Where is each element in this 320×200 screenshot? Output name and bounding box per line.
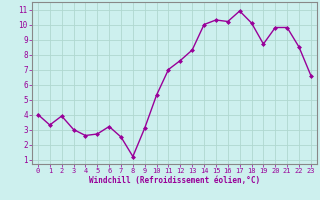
X-axis label: Windchill (Refroidissement éolien,°C): Windchill (Refroidissement éolien,°C) (89, 176, 260, 185)
